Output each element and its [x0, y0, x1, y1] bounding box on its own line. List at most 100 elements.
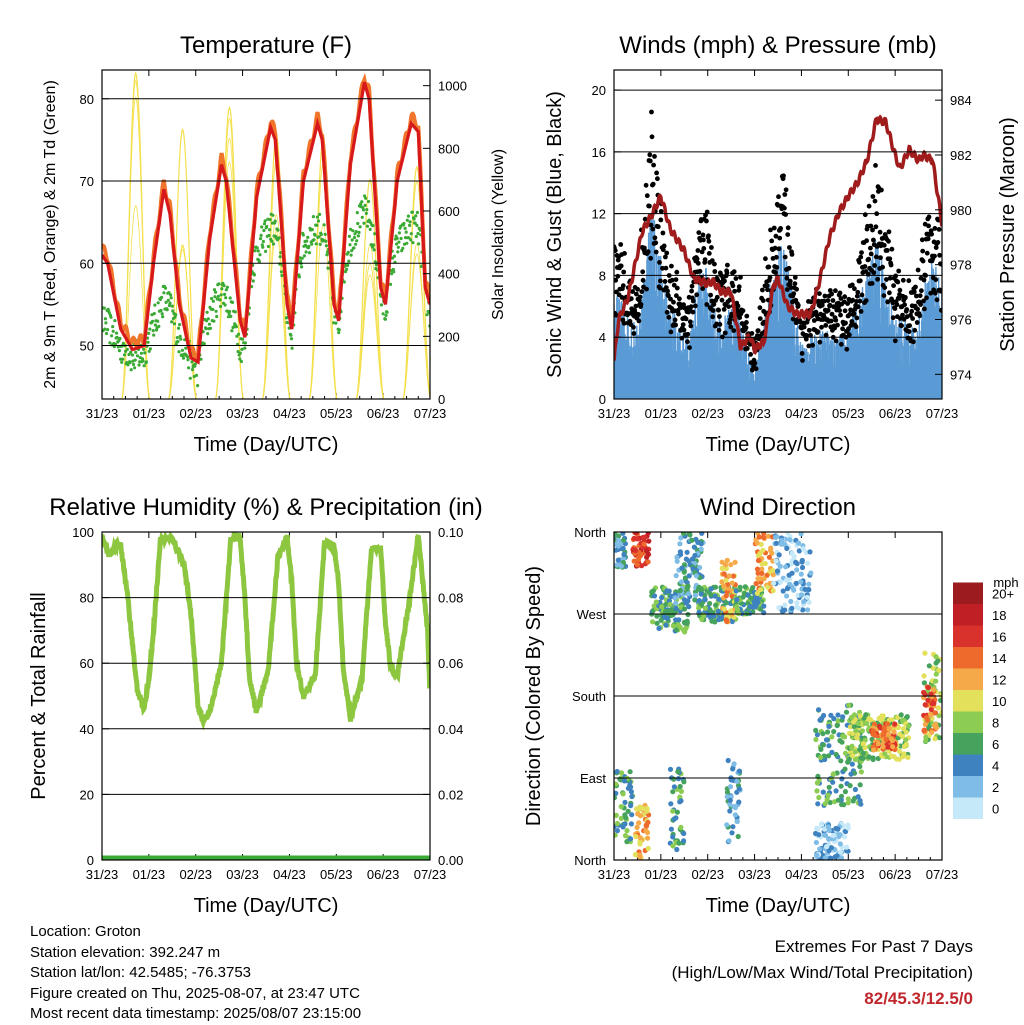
dewpoint-dot: [103, 327, 107, 331]
gust-dot: [694, 292, 700, 298]
gust-dot: [919, 237, 925, 243]
legend-label: 14: [992, 651, 1006, 666]
wind-direction-dot: [851, 724, 858, 730]
dewpoint-dot: [365, 224, 369, 228]
dewpoint-dot: [127, 352, 131, 357]
wind-direction-dot: [759, 566, 765, 572]
wind-direction-dot: [620, 545, 626, 551]
gust-dot: [716, 307, 721, 313]
gust-dot: [886, 229, 892, 235]
dewpoint-dot: [217, 282, 221, 286]
wind-direction-dot: [727, 801, 733, 808]
gust-dot: [749, 331, 755, 336]
gust-dot: [706, 233, 711, 239]
dewpoint-dot: [305, 239, 309, 243]
gust-dot: [701, 246, 707, 251]
gust-dot: [885, 299, 891, 305]
dewpoint-dot: [316, 219, 321, 223]
dewpoint-dot: [173, 315, 177, 319]
x-tick-label: 07/23: [414, 406, 447, 421]
dewpoint-dot: [324, 244, 328, 248]
wind-direction-dot: [879, 713, 885, 719]
dewpoint-dot: [176, 340, 180, 344]
wind-direction-dot: [761, 532, 767, 536]
dewpoint-dot: [167, 303, 172, 308]
dewpoint-dot: [142, 364, 146, 368]
gust-dot: [932, 290, 938, 296]
wind-direction-dot: [842, 789, 849, 795]
dewpoint-dot: [160, 312, 164, 316]
wind-direction-dot: [922, 721, 929, 728]
dewpoint-dot: [184, 346, 188, 350]
wind-direction-dot: [830, 779, 836, 785]
wind-direction-dot: [757, 576, 764, 582]
gust-dot: [925, 236, 931, 242]
gust-dot: [695, 248, 701, 253]
gust-dot: [788, 285, 794, 290]
gust-dot: [882, 285, 888, 290]
gust-dot: [719, 297, 725, 303]
dewpoint-dot: [262, 228, 266, 233]
wind-direction-dot: [935, 705, 942, 711]
solar-insolation-curve: [121, 204, 151, 399]
dewpoint-dot: [402, 221, 406, 226]
gust-dot: [919, 288, 924, 294]
wind-direction-dot: [825, 824, 831, 830]
dewpoint-dot: [355, 239, 359, 243]
wind-direction-dot: [692, 552, 698, 559]
wind-direction-dot: [748, 595, 754, 601]
y-tick-label: 40: [80, 722, 94, 737]
wind-direction-dot: [794, 600, 800, 606]
gust-dot: [833, 338, 839, 344]
gust-dot: [917, 313, 923, 319]
wind-direction-dot: [939, 709, 942, 715]
wind-direction-dot: [753, 581, 759, 587]
dewpoint-dot: [362, 221, 366, 225]
gust-dot: [647, 152, 653, 158]
x-tick-label: 31/23: [86, 867, 119, 882]
gust-dot: [842, 308, 848, 314]
wind-direction-dot: [782, 602, 788, 608]
wind-direction-dot: [668, 826, 675, 832]
dewpoint-dot: [164, 300, 168, 304]
wind-direction-dot: [875, 741, 881, 747]
wind-direction-dot: [884, 721, 891, 727]
wind-direction-dot: [686, 558, 692, 564]
dewpoint-dot: [307, 251, 312, 255]
wind-direction-dot: [699, 616, 705, 623]
gust-dot: [614, 277, 619, 283]
wind-direction-dot: [651, 593, 658, 599]
wind-direction-dot: [814, 852, 820, 858]
dewpoint-dot: [261, 245, 265, 249]
wind-direction-dot: [789, 550, 795, 556]
wind-direction-dot: [765, 533, 771, 539]
dewpoint-dot: [346, 250, 350, 254]
wind-direction-dot: [724, 822, 730, 828]
wind-direction-dot: [825, 792, 831, 798]
gust-dot: [655, 224, 661, 230]
gust-dot: [823, 323, 829, 328]
dewpoint-dot: [210, 296, 214, 301]
wind-direction-dot: [930, 687, 937, 693]
gust-dot: [674, 269, 680, 275]
legend-label: 0: [992, 801, 999, 816]
gust-dot: [736, 284, 742, 290]
dewpoint-dot: [143, 351, 147, 355]
gust-dot: [688, 323, 694, 329]
gust-dot: [651, 162, 656, 168]
wind-direction-dot: [747, 603, 754, 610]
gust-dot: [744, 346, 750, 351]
gust-dot: [658, 209, 664, 214]
gust-dot: [722, 330, 728, 336]
panel-title: Wind Direction: [700, 494, 856, 521]
station-elevation: Station elevation: 392.247 m: [30, 943, 221, 961]
gust-dot: [926, 214, 932, 220]
wind-direction-dot: [677, 587, 683, 594]
wind-direction-dot: [726, 573, 732, 579]
wind-direction-dot: [838, 793, 845, 799]
wind-direction-dot: [634, 562, 641, 568]
dewpoint-dot: [156, 301, 160, 305]
y-tick-label: East: [580, 771, 606, 786]
gust-dot: [849, 319, 855, 324]
